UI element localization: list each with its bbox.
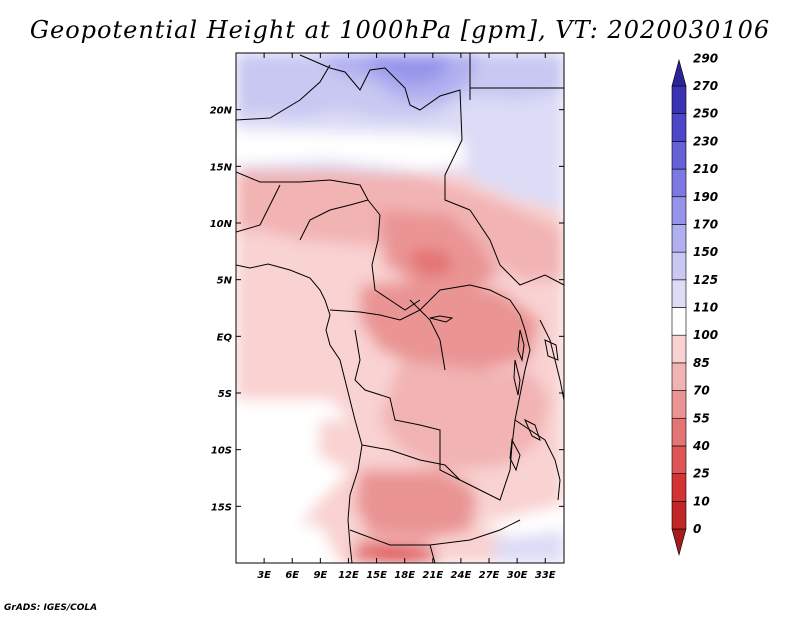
colorbar-label: 170	[693, 217, 718, 231]
colorbar-swatch	[671, 141, 687, 170]
colorbar-label: 100	[693, 328, 718, 342]
colorbar-label: 40	[692, 439, 710, 453]
colorbar-label: 210	[693, 162, 718, 176]
colorbar-swatch	[671, 85, 687, 114]
map-title: Geopotential Height at 1000hPa [gpm], VT…	[29, 16, 771, 44]
lon-tick-label: 9E	[313, 570, 327, 581]
colorbar-label: 290	[693, 51, 718, 65]
colorbar-swatch	[671, 251, 687, 281]
colorbar-label: 270	[693, 79, 718, 93]
colorbar-swatch	[671, 58, 687, 87]
lon-tick-label: 27E	[479, 570, 500, 581]
lat-tick-label: 10N	[210, 219, 233, 230]
colorbar-swatch	[671, 390, 687, 419]
grads-credit: GrADS: IGES/COLA	[4, 603, 98, 613]
lon-tick-label: 30E	[507, 570, 528, 581]
colorbar-swatch	[671, 279, 687, 308]
colorbar-swatch	[671, 528, 687, 557]
lat-tick-label: 20N	[210, 106, 233, 117]
colorbar-label: 110	[693, 301, 718, 315]
colorbar-label: 55	[693, 411, 710, 425]
colorbar-swatch	[671, 307, 687, 336]
colorbar: 0 10 25 40 55 70 85 100 110 125 150 170 190 210 230 250…	[671, 51, 718, 557]
colorbar-label: 230	[693, 134, 718, 148]
colorbar-label: 25	[693, 467, 710, 481]
colorbar-label: 70	[693, 384, 710, 398]
lon-tick-label: 6E	[285, 570, 299, 581]
colorbar-swatch	[671, 362, 687, 391]
lat-tick-label: 15N	[210, 162, 233, 173]
colorbar-label: 125	[693, 273, 718, 287]
colorbar-label: 190	[693, 190, 718, 204]
colorbar-label: 0	[693, 522, 701, 536]
colorbar-label: 150	[693, 245, 718, 259]
colorbar-swatch	[671, 473, 687, 502]
colorbar-label: 10	[693, 494, 710, 508]
lon-tick-label: 12E	[338, 570, 359, 581]
map-frame	[235, 52, 565, 564]
map-panel	[236, 53, 564, 563]
lon-tick-label: 24E	[451, 570, 472, 581]
lat-tick-label: 5N	[217, 276, 233, 287]
lat-tick-label: 15S	[211, 502, 232, 513]
colorbar-swatch	[671, 445, 687, 474]
lat-tick-label: EQ	[217, 332, 233, 343]
colorbar-swatch	[671, 224, 687, 253]
colorbar-swatch	[671, 334, 687, 364]
height-field-shading	[236, 53, 564, 563]
lon-tick-label: 15E	[366, 570, 387, 581]
colorbar-label: 85	[693, 356, 710, 370]
coastlines-borders	[236, 53, 564, 563]
longitude-axis: 3E 6E 9E 12E 15E 18E 21E 24E 27E 30E 33E	[257, 53, 556, 581]
colorbar-swatch	[671, 113, 687, 142]
lat-tick-label: 10S	[211, 446, 232, 457]
latitude-axis: 20N 15N 10N 5N EQ 5S 10S 15S	[210, 106, 564, 513]
colorbar-swatch	[671, 196, 687, 225]
colorbar-swatch	[671, 168, 687, 198]
colorbar-swatch	[671, 501, 687, 530]
lon-tick-label: 21E	[422, 570, 443, 581]
lon-tick-label: 18E	[394, 570, 415, 581]
colorbar-label: 250	[693, 107, 718, 121]
lakes	[429, 315, 559, 472]
lat-tick-label: 5S	[218, 389, 232, 400]
lon-tick-label: 33E	[535, 570, 556, 581]
colorbar-swatch	[671, 417, 687, 447]
lon-tick-label: 3E	[257, 570, 271, 581]
